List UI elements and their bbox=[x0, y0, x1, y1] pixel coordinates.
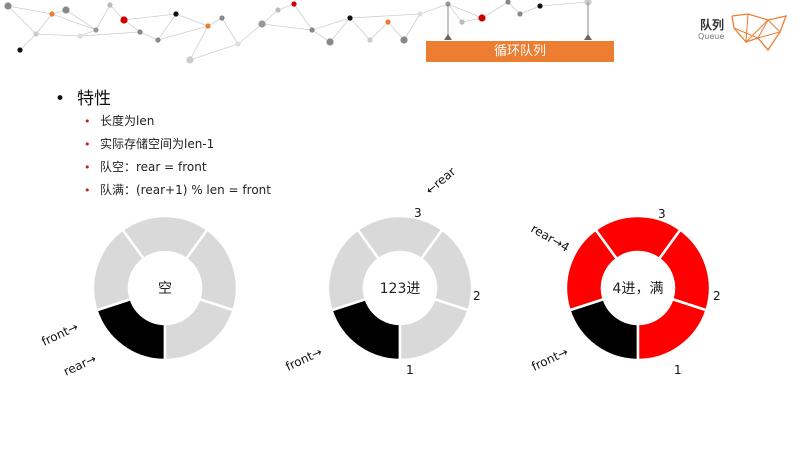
ring-segment-1 bbox=[567, 297, 640, 362]
ring-pointer-label: 3 bbox=[658, 207, 666, 221]
corner-title: 队列 bbox=[700, 18, 725, 32]
section-banner: 循环队列 bbox=[426, 41, 614, 62]
feature-item: • 队满：(rear+1) % len = front bbox=[84, 183, 271, 197]
network-node bbox=[77, 33, 83, 39]
ring-pointer-label: 1 bbox=[674, 363, 682, 377]
network-decoration bbox=[4, 0, 592, 64]
feature-list: • 长度为len • 实际存储空间为len-1 • 队空：rear = front •… bbox=[84, 110, 271, 202]
network-node bbox=[258, 20, 266, 28]
feature-capacity-text: 实际存储空间为len-1 bbox=[100, 137, 215, 151]
network-node bbox=[17, 47, 23, 53]
ring-pointer-label: front→ bbox=[283, 345, 324, 374]
network-node bbox=[49, 11, 55, 17]
ring-pointer-label: 2 bbox=[713, 289, 721, 303]
ring-pointer-label: 2 bbox=[473, 289, 481, 303]
ring-pointer-label: 3 bbox=[414, 206, 422, 220]
feature-item: • 实际存储空间为len-1 bbox=[84, 137, 215, 151]
ring-pointer-label: front→ bbox=[529, 345, 570, 374]
ring-segment-1 bbox=[329, 297, 402, 362]
network-node bbox=[120, 16, 128, 24]
network-node bbox=[400, 36, 408, 44]
ring-center-label: 4进，满 bbox=[613, 281, 664, 297]
features-heading-text: 特性 bbox=[77, 89, 112, 109]
network-node bbox=[478, 14, 486, 22]
ring-diagram-2: 123进 front→ 1 2 3←rear bbox=[283, 164, 480, 377]
ring-center-label: 空 bbox=[158, 281, 172, 297]
network-node bbox=[347, 15, 353, 21]
network-node bbox=[291, 1, 297, 7]
network-node bbox=[4, 2, 12, 10]
ring-segment-5 bbox=[398, 297, 471, 362]
network-node bbox=[326, 38, 334, 46]
feature-length-text: 长度为len bbox=[100, 114, 155, 128]
ring-pointer-label: rear→4 bbox=[529, 221, 572, 254]
feature-full-text: 队满：(rear+1) % len = front bbox=[100, 183, 271, 197]
network-node bbox=[205, 23, 211, 29]
ring-pointer-label: 1 bbox=[406, 363, 414, 377]
ring-diagram-3: 4进，满 front→ 1 2 3 rear→4 bbox=[529, 207, 721, 377]
ring-diagram-1: 空 front→rear→ bbox=[39, 214, 239, 379]
network-node bbox=[537, 3, 543, 9]
network-node bbox=[275, 7, 281, 13]
network-node bbox=[459, 19, 465, 25]
network-node bbox=[155, 37, 161, 43]
ring-segment-1 bbox=[94, 297, 167, 362]
network-node bbox=[33, 31, 39, 37]
features-heading: • 特性 bbox=[55, 89, 112, 109]
network-node bbox=[309, 27, 315, 33]
network-node bbox=[385, 19, 391, 25]
ring-pointer-label: ←rear bbox=[423, 164, 458, 197]
network-node bbox=[235, 41, 241, 47]
ring-pointer-label: rear→ bbox=[61, 351, 98, 378]
polygon-logo-icon bbox=[731, 13, 788, 52]
ring-segment-5 bbox=[636, 297, 709, 362]
ring-center-label: 123进 bbox=[380, 281, 421, 297]
network-node bbox=[219, 15, 225, 21]
network-node bbox=[107, 2, 113, 8]
network-node bbox=[93, 27, 99, 33]
network-node bbox=[505, 0, 511, 5]
corner-subtitle: Queue bbox=[698, 32, 725, 41]
network-node bbox=[137, 29, 143, 35]
feature-item: • 队空：rear = front bbox=[84, 160, 207, 174]
network-node bbox=[62, 6, 70, 14]
ring-segment-5 bbox=[163, 297, 236, 362]
feature-empty-text: 队空：rear = front bbox=[100, 160, 207, 174]
network-node bbox=[186, 56, 194, 64]
network-lines bbox=[7, 1, 589, 61]
network-node bbox=[173, 11, 179, 17]
feature-item: • 长度为len bbox=[84, 114, 155, 128]
ring-pointer-label: front→ bbox=[39, 320, 80, 349]
network-node bbox=[367, 37, 373, 43]
network-node bbox=[417, 11, 423, 17]
network-node bbox=[517, 11, 523, 17]
